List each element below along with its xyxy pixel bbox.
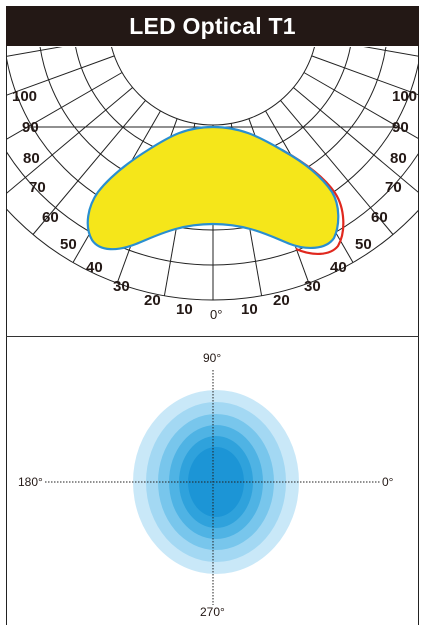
- left-label-50: 50: [60, 236, 77, 253]
- grid-ring-1: [111, 47, 315, 126]
- beam-top-label: 90°: [203, 351, 221, 365]
- grid-spoke-20: [316, 0, 421, 2]
- polar-left-labels: 100 90 80 70 60 50 40 30 20 10: [12, 88, 193, 318]
- right-label-70: 70: [385, 179, 402, 196]
- yellow-intensity-area: [87, 127, 339, 250]
- left-label-30: 30: [113, 278, 130, 295]
- grid-spoke-3: [7, 55, 115, 96]
- left-label-90: 90: [22, 119, 39, 136]
- grid-spoke-6: [32, 100, 146, 235]
- left-label-70: 70: [29, 179, 46, 196]
- grid-spoke-16: [303, 72, 418, 139]
- left-label-60: 60: [42, 209, 59, 226]
- grid-spoke-4: [7, 72, 123, 140]
- right-label-100: 100: [392, 88, 417, 105]
- beam-left-label: 180°: [18, 475, 43, 489]
- section-divider: [6, 336, 419, 337]
- right-label-50: 50: [355, 236, 372, 253]
- right-label-40: 40: [330, 259, 347, 276]
- diagram-frame: [6, 6, 419, 625]
- right-label-60: 60: [371, 209, 388, 226]
- blue-intensity-curve: [86, 125, 340, 251]
- left-label-80: 80: [23, 150, 40, 167]
- right-label-10: 10: [241, 301, 258, 318]
- grid-spoke-15: [293, 87, 418, 193]
- polar-center-label: 0°: [210, 307, 222, 322]
- left-label-20: 20: [144, 292, 161, 309]
- left-label-100: 100: [12, 88, 37, 105]
- grid-spoke-5: [7, 87, 133, 194]
- page-title: LED Optical T1: [129, 12, 296, 39]
- grid-spoke-18: [363, 47, 418, 57]
- right-label-90: 90: [392, 119, 409, 136]
- right-label-80: 80: [390, 150, 407, 167]
- right-label-20: 20: [273, 292, 290, 309]
- grid-spoke-0: [0, 0, 110, 2]
- beam-right-label: 0°: [382, 475, 394, 489]
- left-label-40: 40: [86, 259, 103, 276]
- right-label-30: 30: [304, 278, 321, 295]
- polar-right-labels: 100 90 80 70 60 50 40 30 20 10: [241, 88, 417, 318]
- light-distribution-curves: [86, 125, 345, 255]
- title-bar: LED Optical T1: [6, 6, 419, 46]
- grid-spoke-14: [280, 100, 394, 235]
- beam-bottom-label: 270°: [200, 605, 225, 619]
- grid-spoke-17: [311, 55, 418, 96]
- grid-spoke-2: [7, 47, 63, 57]
- left-label-10: 10: [176, 301, 193, 318]
